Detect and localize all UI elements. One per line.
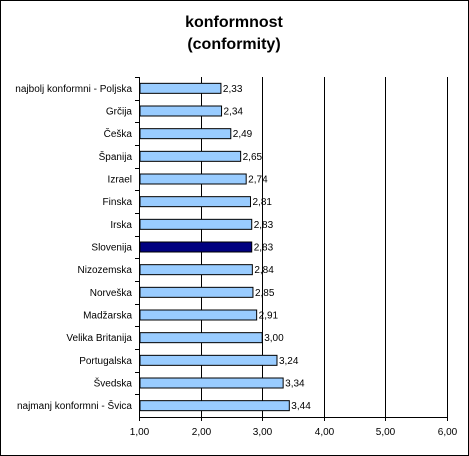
category-label: Finska — [103, 197, 133, 208]
category-label: Grčija — [106, 107, 133, 118]
plot-area: 1,00 2,00 3,00 4,00 5,00 6,00 najbolj konformn… — [15, 77, 458, 438]
category-label: najbolj konformni - Poljska — [15, 84, 132, 95]
data-label: 2,91 — [259, 311, 279, 322]
category-label: Češka — [104, 127, 133, 140]
data-label: 3,00 — [264, 333, 284, 344]
category-label: Velika Britanija — [66, 333, 132, 344]
bar — [139, 354, 278, 366]
data-label: 2,33 — [223, 84, 243, 95]
category-label: Nizozemska — [78, 265, 133, 276]
x-tick-label: 3,00 — [253, 427, 273, 438]
bar — [139, 264, 253, 276]
bar-highlighted — [139, 241, 253, 253]
bar — [139, 218, 253, 230]
data-label: 2,74 — [248, 175, 268, 186]
bar — [139, 400, 290, 412]
x-tick-label: 5,00 — [376, 427, 396, 438]
x-tick-label: 4,00 — [315, 427, 335, 438]
chart-title: konformnost — [185, 14, 283, 31]
category-label: Izrael — [108, 175, 132, 186]
category-label: Madžarska — [83, 311, 132, 322]
x-tick-label: 6,00 — [438, 427, 458, 438]
bar — [139, 105, 223, 117]
bar — [139, 150, 242, 162]
category-label: Švedska — [94, 377, 133, 390]
data-label: 2,49 — [233, 129, 253, 140]
category-label: Slovenija — [91, 243, 132, 254]
bar — [139, 128, 232, 140]
data-label: 2,83 — [254, 243, 274, 254]
category-label: Španija — [99, 150, 133, 163]
category-label: Portugalska — [79, 356, 132, 367]
bar — [139, 309, 258, 321]
category-label: Norveška — [90, 288, 133, 299]
data-label: 2,34 — [224, 107, 244, 118]
bar — [139, 173, 247, 185]
category-label: Irska — [110, 220, 132, 231]
bar — [139, 286, 254, 298]
bar — [139, 332, 263, 344]
x-tick-label: 1,00 — [130, 427, 150, 438]
data-label: 2,85 — [255, 288, 275, 299]
data-label: 3,24 — [279, 356, 299, 367]
bar — [139, 196, 251, 208]
data-label: 2,65 — [243, 152, 263, 163]
chart-subtitle: (conformity) — [187, 36, 280, 53]
data-label: 2,84 — [254, 265, 274, 276]
x-tick-label: 2,00 — [192, 427, 212, 438]
data-label: 3,34 — [285, 379, 305, 390]
bar — [139, 82, 222, 94]
bar — [139, 377, 284, 389]
category-label: najmanj konformni - Švica — [17, 399, 132, 412]
data-label: 2,81 — [252, 197, 272, 208]
data-label: 2,83 — [254, 220, 274, 231]
data-label: 3,44 — [291, 401, 311, 412]
